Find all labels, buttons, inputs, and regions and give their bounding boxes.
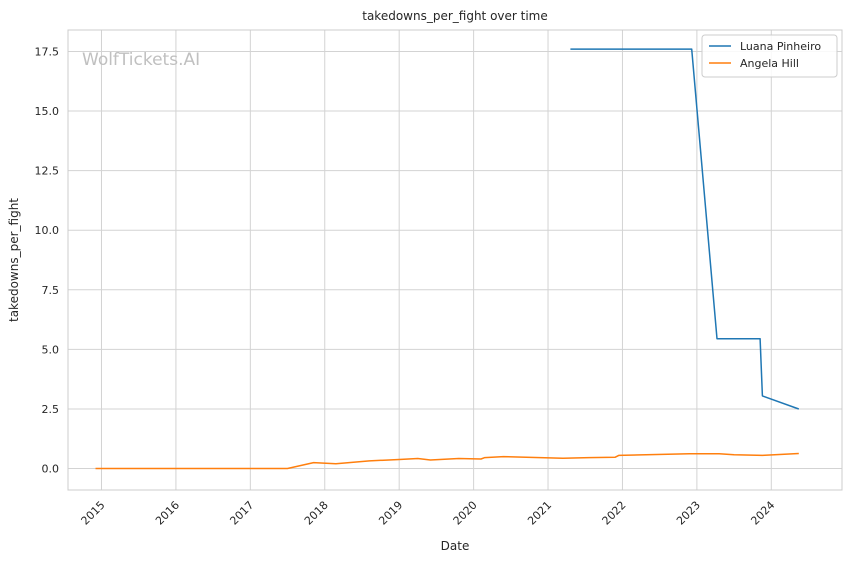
x-tick-label: 2017 [227, 499, 256, 528]
x-axis-label: Date [441, 539, 470, 553]
x-gridlines [100, 30, 772, 490]
series-line-0 [570, 48, 800, 410]
x-tick-label: 2024 [748, 499, 777, 528]
x-tick-label: 2021 [525, 499, 554, 528]
x-tick-label: 2022 [600, 499, 629, 528]
legend-label-0: Luana Pinheiro [740, 40, 821, 53]
x-tick-label: 2015 [79, 499, 108, 528]
y-tick-label: 7.5 [42, 284, 60, 297]
x-tick-label: 2016 [153, 499, 182, 528]
plot-area [68, 30, 842, 490]
y-tick-label: 0.0 [42, 463, 60, 476]
y-tick-label: 15.0 [35, 105, 60, 118]
y-tick-label: 17.5 [35, 45, 60, 58]
y-tick-label: 5.0 [42, 343, 60, 356]
chart-title: takedowns_per_fight over time [362, 9, 548, 23]
y-tick-label: 12.5 [35, 165, 60, 178]
x-tick-labels: 2015 2016 2017 2018 2019 2020 2021 2022 2023 2024 [79, 499, 778, 528]
y-tick-label: 10.0 [35, 224, 60, 237]
legend-label-1: Angela Hill [740, 57, 799, 70]
y-tick-label: 2.5 [42, 403, 60, 416]
x-tick-label: 2020 [451, 499, 480, 528]
legend-box [701, 34, 838, 78]
y-tick-labels: 0.0 2.5 5.0 7.5 10.0 12.5 15.0 17.5 [35, 45, 60, 475]
series-line-1 [95, 452, 799, 470]
legend: Luana Pinheiro Angela Hill [701, 34, 838, 78]
watermark-text: WolfTickets.AI [82, 50, 200, 70]
series-layer [95, 48, 800, 470]
y-axis-label: takedowns_per_fight [7, 198, 21, 322]
x-tick-label: 2023 [674, 499, 703, 528]
x-tick-label: 2019 [376, 499, 405, 528]
x-tick-label: 2018 [302, 499, 331, 528]
plot-frame [67, 29, 843, 491]
